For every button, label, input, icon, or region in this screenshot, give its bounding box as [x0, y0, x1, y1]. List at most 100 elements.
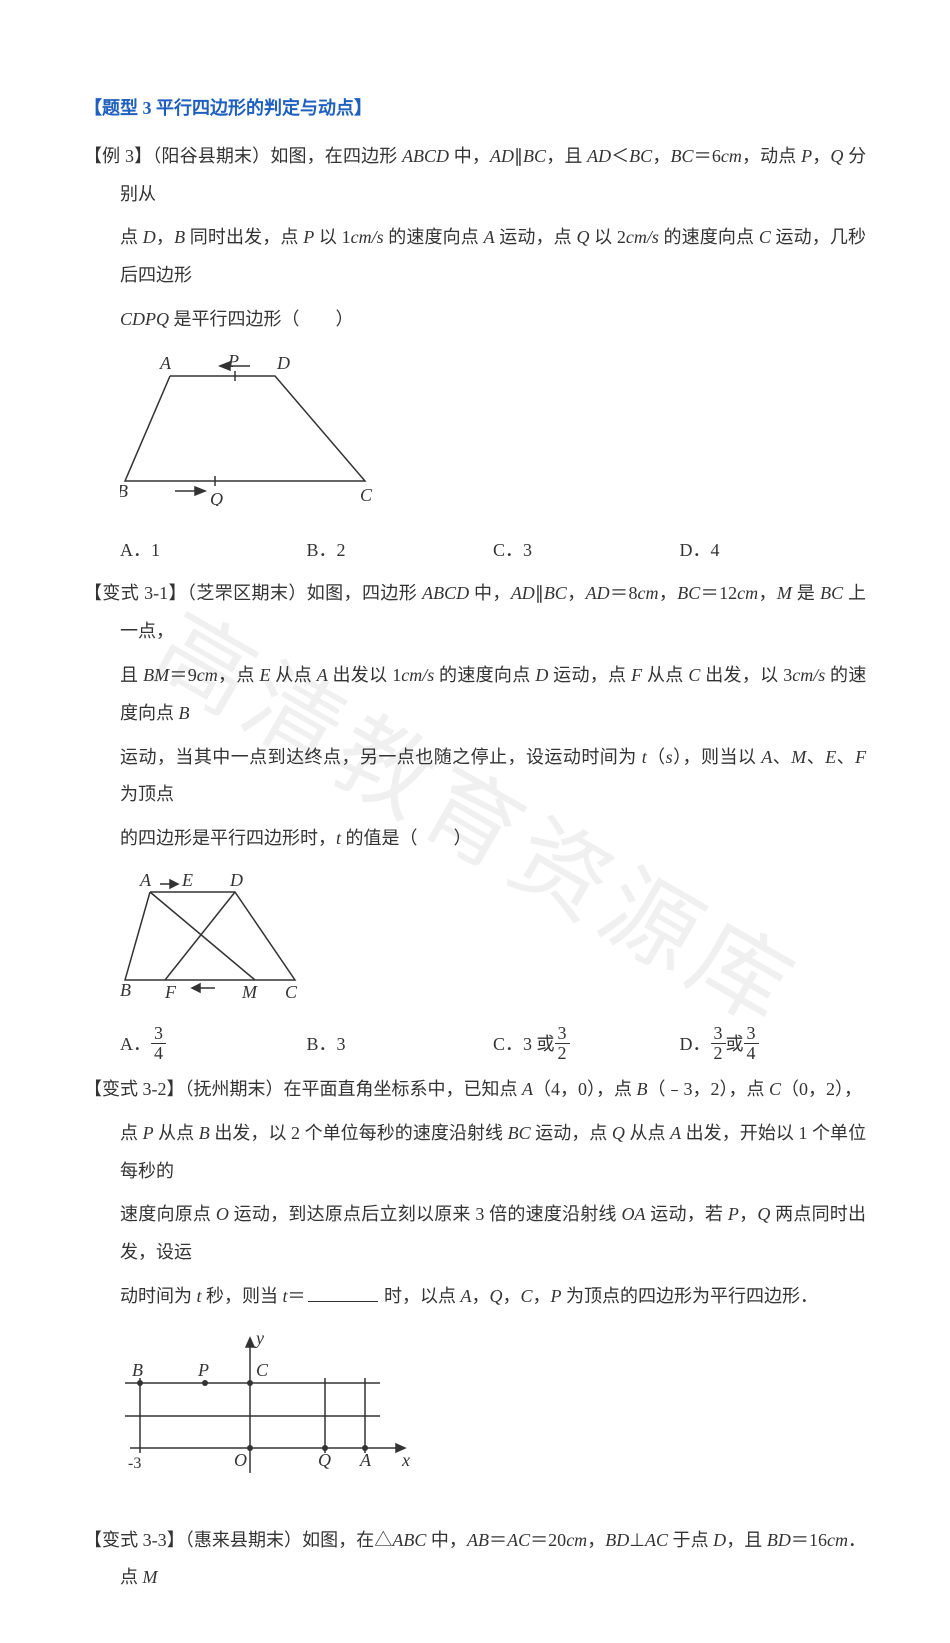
t: t — [197, 1286, 202, 1306]
section-title: 【题型 3 平行四边形的判定与动点】 — [84, 90, 866, 128]
t: （ — [647, 747, 666, 767]
t: cm — [827, 1530, 848, 1550]
lbl-y: y — [254, 1328, 264, 1348]
t: P — [303, 227, 314, 247]
t: 同时出发，点 — [190, 227, 299, 247]
t: cm — [721, 146, 742, 166]
t: 从点 — [629, 1123, 665, 1143]
problem-2-options: A．34 B．3 C．3 或32 D．32或34 — [84, 1026, 866, 1065]
t: B — [199, 1123, 210, 1143]
t: ， — [472, 1286, 490, 1306]
t: P — [551, 1286, 562, 1306]
t: ＝ — [489, 1530, 507, 1550]
problem-1-line2: 点 D，B 同时出发，点 P 以 1cm/s 的速度向点 A 运动，点 Q 以 … — [84, 219, 866, 295]
t: ABCD — [422, 583, 469, 603]
lbl-F: F — [164, 982, 177, 1000]
t: ， — [156, 227, 174, 247]
t: ＜ — [611, 146, 629, 166]
t: 点 — [120, 1123, 138, 1143]
t: （﹣3，2） — [648, 1079, 729, 1099]
t: cm/s — [401, 665, 434, 685]
t: cm — [566, 1530, 587, 1550]
t: （惠来县期末）如图，在△ — [185, 1530, 393, 1550]
t: 运动，点 — [553, 665, 626, 685]
t: 动时间为 — [120, 1286, 192, 1306]
t: F — [855, 747, 866, 767]
lbl-P: P — [197, 1360, 209, 1380]
t: 运动，点 — [499, 227, 572, 247]
t: C — [688, 665, 700, 685]
t: ），则当以 — [673, 747, 757, 767]
figure-1: A P D B Q C — [120, 351, 866, 520]
lbl-A: A — [359, 1450, 372, 1470]
t: M — [777, 583, 792, 603]
t: ， — [844, 1079, 862, 1099]
opt-c: C．3 — [493, 532, 680, 570]
problem-1-options: A．1 B．2 C．3 D．4 — [84, 532, 866, 570]
problem-4-line1: 【变式 3-3】（惠来县期末）如图，在△ABC 中，AB＝AC＝20cm，BD⊥… — [84, 1522, 866, 1598]
t: P — [143, 1123, 154, 1143]
opt-d: D．32或34 — [680, 1026, 867, 1065]
t: C — [521, 1286, 533, 1306]
t: A — [484, 227, 495, 247]
t: cm/s — [626, 227, 659, 247]
lbl-Q: Q — [318, 1450, 331, 1470]
blank-input[interactable] — [308, 1283, 378, 1302]
t: （0，2） — [781, 1079, 844, 1099]
t: C．3 或 — [493, 1034, 555, 1054]
t: 运动，点 — [535, 1123, 607, 1143]
label: 【变式 3-1】 — [84, 583, 187, 603]
t: BD — [767, 1530, 791, 1550]
t: ， — [812, 146, 830, 166]
t: ，且 — [546, 146, 582, 166]
lbl-P: P — [227, 351, 239, 371]
t: cm — [737, 583, 758, 603]
lbl-D: D — [229, 870, 243, 890]
t: 为顶点的四边形为平行四边形． — [566, 1286, 818, 1306]
t: （芝罘区期末）如图，四边形 — [187, 583, 417, 603]
lbl-B: B — [120, 980, 131, 1000]
t: 、 — [772, 747, 791, 767]
t: cm/s — [351, 227, 384, 247]
t: Q — [830, 146, 843, 166]
t: AC — [507, 1530, 530, 1550]
t: 的四边形是平行四边形时， — [120, 828, 336, 848]
t: 秒，则当 — [206, 1286, 278, 1306]
t: AD — [511, 583, 535, 603]
t: 为顶点 — [120, 784, 174, 804]
t: s — [666, 747, 673, 767]
lbl-O: O — [234, 1450, 247, 1470]
t: BC — [671, 146, 694, 166]
t: BC — [677, 583, 700, 603]
lbl-C: C — [360, 485, 373, 505]
t: AD — [587, 146, 611, 166]
t: ⊥ — [629, 1530, 645, 1550]
lbl-x: x — [401, 1450, 410, 1470]
t: BC — [820, 583, 843, 603]
label: 【变式 3-2】 — [84, 1079, 185, 1099]
t: BC — [629, 146, 652, 166]
t: ， — [567, 583, 586, 603]
lbl-M: M — [241, 982, 258, 1000]
t: 以 1 — [319, 227, 351, 247]
t: P — [801, 146, 812, 166]
t: 中， — [454, 146, 490, 166]
t: cm/s — [792, 665, 825, 685]
t: 是平行四边形（ ） — [174, 309, 354, 329]
opt-d: D．4 — [680, 532, 867, 570]
t: ＝6 — [694, 146, 721, 166]
t: 出发，以 3 — [705, 665, 792, 685]
t: 中， — [431, 1530, 467, 1550]
problem-1-line1: 【例 3】（阳谷县期末）如图，在四边形 ABCD 中，AD∥BC，且 AD＜BC… — [84, 138, 866, 214]
t: ＝9 — [169, 665, 197, 685]
t: ， — [739, 1204, 757, 1224]
t: 时，以点 — [384, 1286, 456, 1306]
t: cm — [637, 583, 658, 603]
t: ＝20 — [530, 1530, 566, 1550]
lbl-E: E — [181, 870, 193, 890]
t: E — [825, 747, 836, 767]
t: Q — [576, 227, 589, 247]
t: M — [791, 747, 806, 767]
t: CDPQ — [120, 309, 169, 329]
lbl-A: A — [139, 870, 152, 890]
